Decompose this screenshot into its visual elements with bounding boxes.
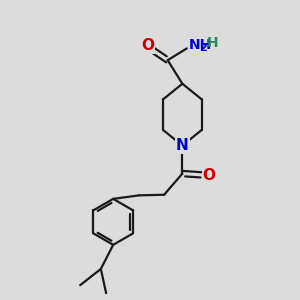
Text: H: H — [207, 36, 218, 50]
Text: N: N — [176, 138, 189, 153]
Text: O: O — [141, 38, 154, 53]
Text: 2: 2 — [199, 44, 207, 53]
Text: O: O — [202, 167, 215, 182]
Text: NH: NH — [189, 38, 212, 52]
